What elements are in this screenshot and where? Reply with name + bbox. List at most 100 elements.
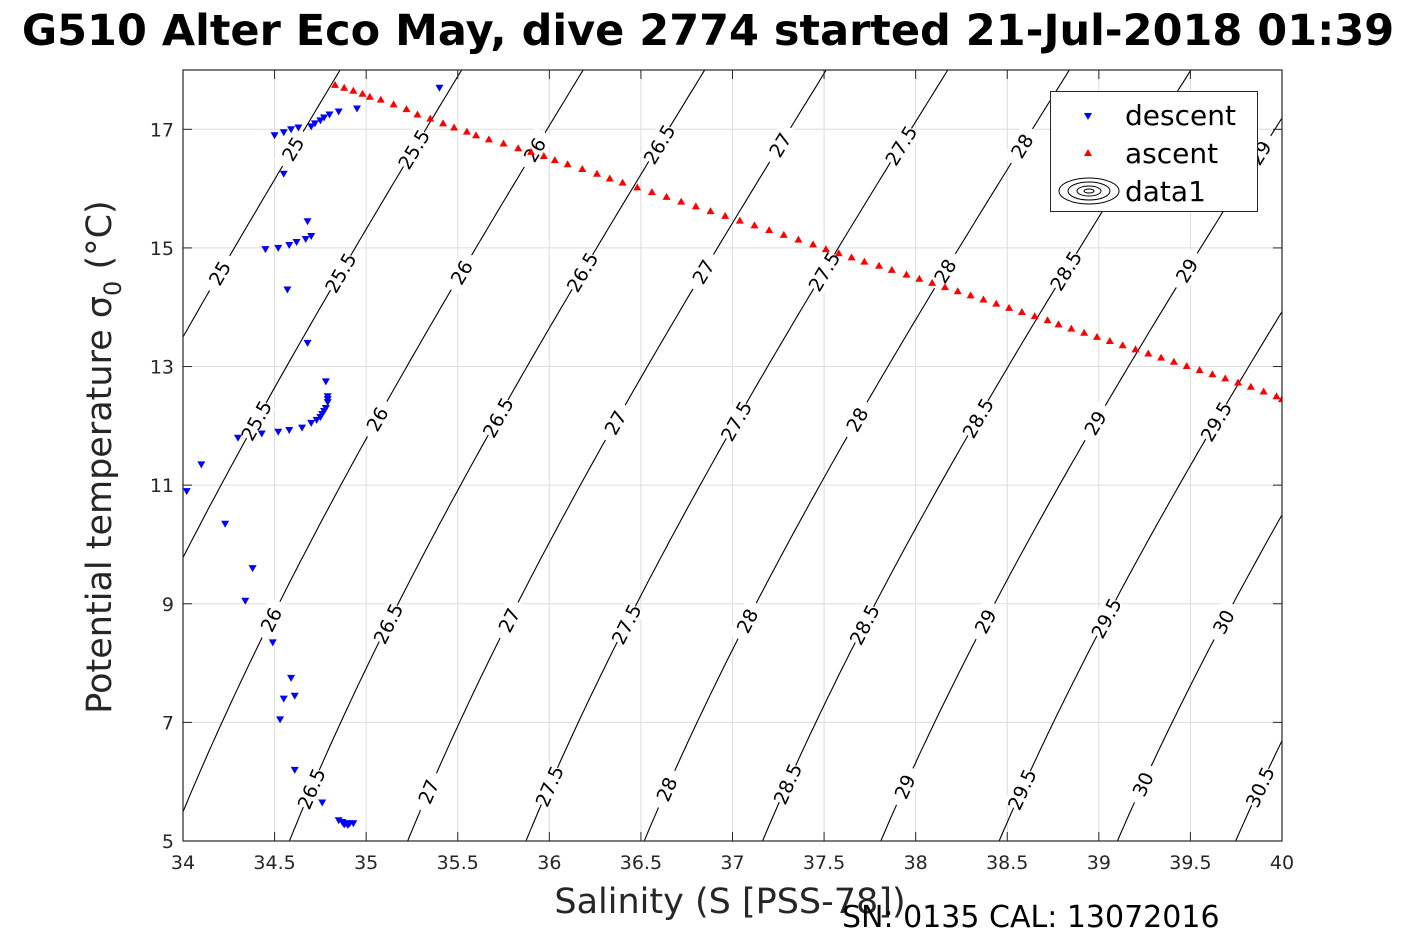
y-tick-label: 11 bbox=[150, 475, 174, 497]
contour-line bbox=[1116, 513, 1282, 841]
contour-label-bg bbox=[595, 399, 635, 446]
descent-point bbox=[334, 817, 343, 825]
x-tick-label: 34 bbox=[171, 852, 195, 874]
ascent-point bbox=[1246, 382, 1255, 390]
ascent-point bbox=[887, 265, 896, 273]
contour-label-bg bbox=[683, 248, 723, 295]
ascent-point bbox=[605, 174, 614, 182]
legend-item-data1: data1 bbox=[1051, 172, 1206, 210]
ascent-point bbox=[1054, 320, 1063, 328]
ascent-point bbox=[592, 169, 601, 177]
contour-line bbox=[183, 70, 584, 814]
contour-label-bg bbox=[1196, 398, 1236, 445]
ascent-point bbox=[1131, 345, 1140, 353]
ascent-point bbox=[1017, 307, 1026, 315]
ascent-point bbox=[966, 291, 975, 299]
legend-label-ascent: ascent bbox=[1125, 136, 1219, 170]
contour-label-bg bbox=[1204, 599, 1243, 645]
x-tick-label: 38.5 bbox=[986, 852, 1028, 874]
descent-point bbox=[325, 111, 334, 119]
chart-title: G510 Alter Eco May, dive 2774 started 21… bbox=[21, 6, 1395, 56]
ascent-point bbox=[633, 183, 642, 191]
ascent-point bbox=[331, 80, 340, 88]
descent-point bbox=[287, 126, 296, 134]
descent-point bbox=[303, 218, 312, 226]
descent-point bbox=[298, 424, 307, 432]
ascent-point bbox=[1169, 357, 1178, 365]
ascent-point bbox=[779, 230, 788, 238]
y-axis-ticks: 5 7 9 11 13 15 17 bbox=[150, 119, 1282, 853]
contour-label-bg bbox=[845, 601, 884, 648]
y-tick-label: 5 bbox=[162, 831, 174, 853]
y-tick-label: 17 bbox=[150, 119, 174, 141]
ascent-point bbox=[1221, 374, 1230, 382]
x-tick-label: 39 bbox=[1087, 852, 1111, 874]
x-tick-label: 35.5 bbox=[437, 852, 479, 874]
ascent-point bbox=[426, 114, 435, 122]
ascent-point bbox=[365, 92, 374, 100]
ascent-point bbox=[462, 127, 471, 135]
ascent-point bbox=[706, 207, 715, 215]
descent-point bbox=[312, 416, 321, 424]
contour-label-bg bbox=[886, 763, 923, 810]
contour-label-bg bbox=[769, 761, 806, 807]
descent-point bbox=[268, 639, 277, 647]
descent-point bbox=[285, 426, 294, 434]
legend-label-data1: data1 bbox=[1125, 174, 1206, 208]
x-tick-label: 38 bbox=[904, 852, 928, 874]
ascent-point bbox=[677, 197, 686, 205]
contour-label-bg bbox=[804, 248, 844, 295]
descent-point bbox=[343, 821, 352, 829]
contour-label-bg bbox=[478, 394, 518, 441]
contour-label-bg bbox=[881, 122, 921, 169]
contour-label-bg bbox=[958, 395, 998, 441]
descent-marker-icon bbox=[1084, 113, 1092, 120]
y-tick-label: 15 bbox=[150, 238, 174, 260]
ascent-point bbox=[1195, 366, 1204, 374]
x-axis-ticks: 34 34.5 35 35.5 36 36.5 37 37.5 38 38.5 39 39.5 40 bbox=[171, 70, 1294, 874]
x-tick-label: 37 bbox=[720, 852, 744, 874]
descent-point bbox=[294, 124, 303, 132]
contour-label-bg bbox=[1046, 247, 1086, 294]
y-tick-label: 9 bbox=[162, 594, 174, 616]
y-axis-label: Potential temperature σ0 (°C) bbox=[80, 200, 127, 713]
contour-label-bg bbox=[369, 600, 407, 647]
x-tick-label: 36.5 bbox=[620, 852, 662, 874]
contour-label-bg bbox=[1166, 247, 1207, 294]
contour-label-bg bbox=[394, 126, 434, 173]
contour-label-bg bbox=[441, 249, 482, 296]
contour-label-bg bbox=[514, 127, 555, 173]
descent-point bbox=[283, 286, 292, 294]
ascent-point bbox=[358, 89, 367, 97]
ascent-point bbox=[413, 110, 422, 118]
contour-label-bg bbox=[728, 598, 767, 644]
descent-point bbox=[197, 461, 206, 469]
ascent-point bbox=[402, 105, 411, 113]
x-tick-label: 35 bbox=[354, 852, 378, 874]
x-tick-label: 40 bbox=[1270, 852, 1294, 874]
contour-label-bg bbox=[293, 765, 330, 812]
contour-label-bg bbox=[760, 122, 800, 168]
descent-point bbox=[274, 244, 283, 252]
ascent-point bbox=[439, 119, 448, 127]
x-axis-label: Salinity (S [PSS-78]) bbox=[554, 882, 906, 922]
descent-point bbox=[233, 434, 242, 442]
descent-point bbox=[287, 674, 296, 682]
descent-point bbox=[261, 246, 270, 254]
contour-line bbox=[288, 70, 706, 841]
ascent-point bbox=[1005, 303, 1014, 311]
descent-point bbox=[276, 716, 285, 724]
y-axis-label-unit: (°C) bbox=[80, 200, 120, 281]
descent-point bbox=[274, 428, 283, 436]
contour-line bbox=[1308, 934, 1315, 945]
ascent-point bbox=[1067, 324, 1076, 332]
contour-label-bg bbox=[966, 598, 1005, 645]
contour-label-bg bbox=[1241, 764, 1279, 810]
descent-point bbox=[307, 123, 316, 131]
y-tick-label: 7 bbox=[162, 712, 174, 734]
descent-series bbox=[183, 84, 444, 829]
serial-calibration-text: SN: 0135 CAL: 13072016 bbox=[842, 900, 1220, 935]
descent-point bbox=[303, 339, 312, 347]
descent-point bbox=[435, 84, 444, 92]
ascent-point bbox=[1182, 361, 1191, 369]
